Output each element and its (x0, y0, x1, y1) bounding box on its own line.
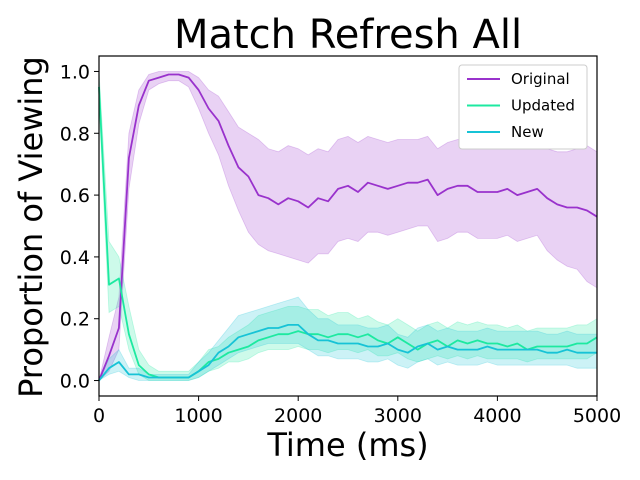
y-axis-label: Proportion of Viewing (12, 56, 50, 398)
x-axis-ticks: 0 1000 2000 3000 4000 5000 (93, 396, 621, 427)
y-tick-label: 0.8 (60, 123, 90, 145)
y-tick-label: 0.4 (60, 247, 90, 269)
y-tick-label: 0.0 (60, 371, 90, 393)
legend: Original Updated New (458, 64, 588, 150)
y-tick-label: 0.2 (60, 309, 90, 331)
chart-title: Match Refresh All (174, 12, 522, 58)
legend-label-original: Original (511, 70, 570, 88)
x-tick-label: 4000 (473, 405, 521, 427)
band-new (98, 296, 598, 382)
line-original (98, 73, 598, 381)
plot-frame (98, 55, 598, 397)
y-axis-ticks: 0.0 0.2 0.4 0.6 0.8 1.0 (60, 61, 99, 393)
line-new (98, 323, 597, 382)
series-lines (98, 73, 598, 382)
x-tick-label: 3000 (374, 405, 422, 427)
x-axis-label: Time (ms) (266, 426, 428, 464)
legend-box (458, 64, 588, 150)
y-tick-label: 0.6 (60, 185, 90, 207)
x-tick-label: 1000 (174, 405, 222, 427)
x-tick-label: 2000 (274, 405, 322, 427)
legend-label-updated: Updated (511, 97, 575, 115)
x-tick-label: 5000 (573, 405, 621, 427)
y-tick-label: 1.0 (60, 61, 90, 83)
legend-label-new: New (511, 123, 544, 141)
x-tick-label: 0 (93, 405, 105, 427)
